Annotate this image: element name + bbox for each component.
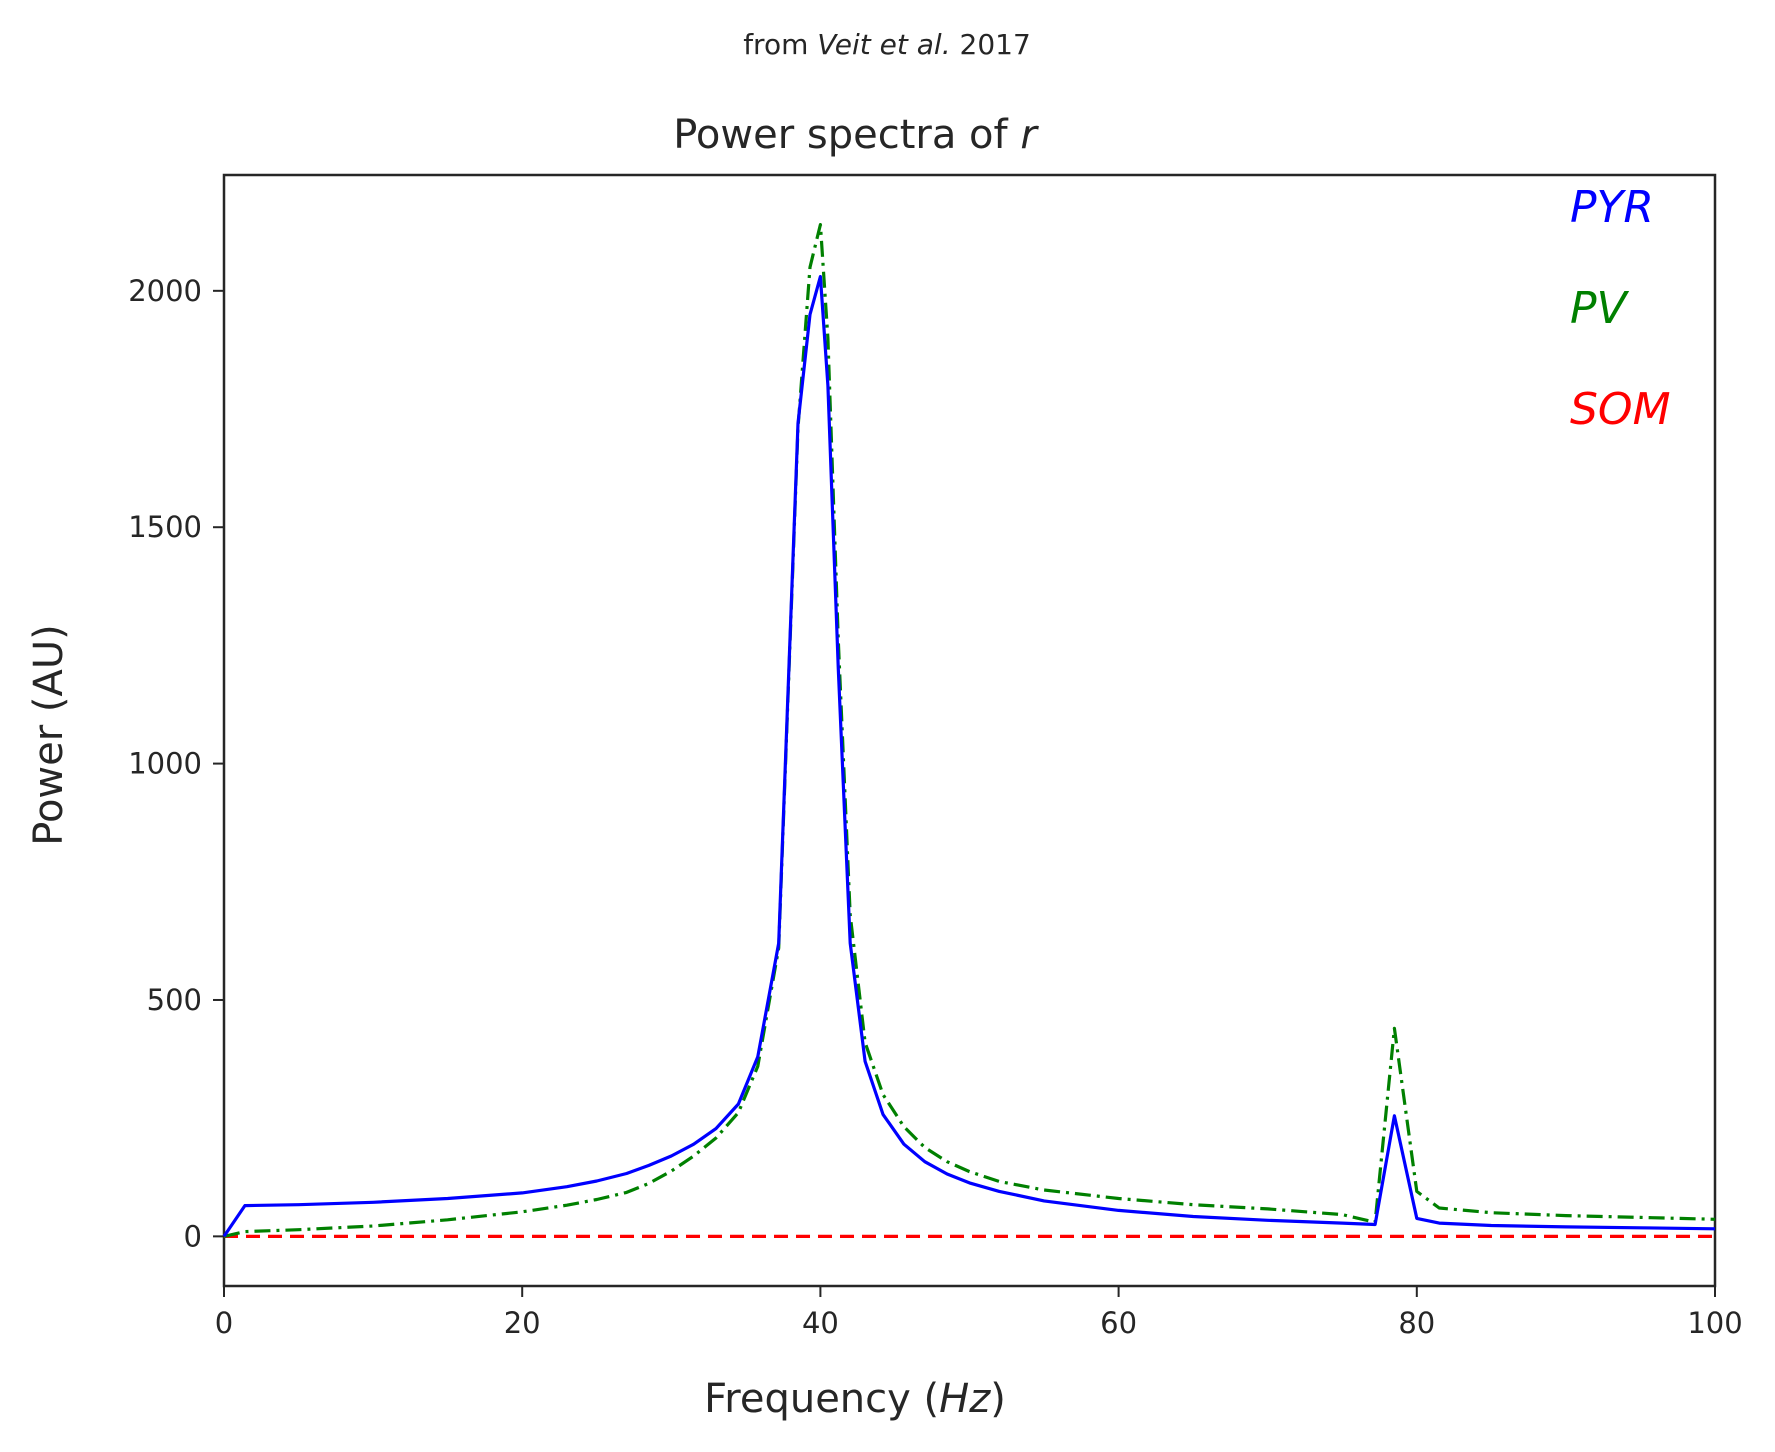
x-tick-label: 20: [504, 1306, 541, 1340]
y-tick-label: 1000: [128, 747, 202, 781]
legend: PYR PV SOM: [1570, 182, 1671, 435]
y-tick-label: 500: [147, 983, 202, 1017]
source-prefix: from: [743, 28, 817, 61]
y-tick-label: 1500: [128, 510, 202, 544]
chart-title-text: Power spectra of: [673, 112, 1020, 158]
series-line-pv: [223, 223, 1716, 1238]
y-tick-label: 0: [184, 1219, 202, 1253]
x-tick-label: 60: [1100, 1306, 1137, 1340]
legend-label-som: SOM: [1570, 384, 1671, 435]
y-axis-label: Power (AU): [26, 624, 72, 846]
x-tick-label: 0: [215, 1306, 233, 1340]
x-axis-label-close: ): [990, 1376, 1006, 1422]
plot-area: [222, 173, 1717, 1288]
x-axis-label-text: Frequency (: [704, 1376, 939, 1422]
chart-title: Power spectra of r: [673, 112, 1039, 158]
series-layer: [222, 223, 1716, 1239]
x-tick-label: 80: [1398, 1306, 1435, 1340]
x-axis-label: Frequency (Hz): [704, 1376, 1006, 1422]
legend-label-pv: PV: [1570, 283, 1630, 334]
source-year: 2017: [951, 28, 1031, 61]
series-line-pyr: [222, 275, 1716, 1238]
x-tick-label: 40: [802, 1306, 839, 1340]
figure-source-note: from Veit et al. 2017: [743, 28, 1031, 61]
x-axis-label-unit: Hz: [939, 1376, 991, 1422]
chart-title-variable: r: [1020, 112, 1039, 158]
y-tick-label: 2000: [128, 274, 202, 308]
source-authors: Veit et al.: [817, 28, 950, 61]
legend-label-pyr: PYR: [1570, 182, 1654, 233]
plot-frame: [222, 173, 1717, 1288]
x-tick-label: 100: [1687, 1306, 1742, 1340]
